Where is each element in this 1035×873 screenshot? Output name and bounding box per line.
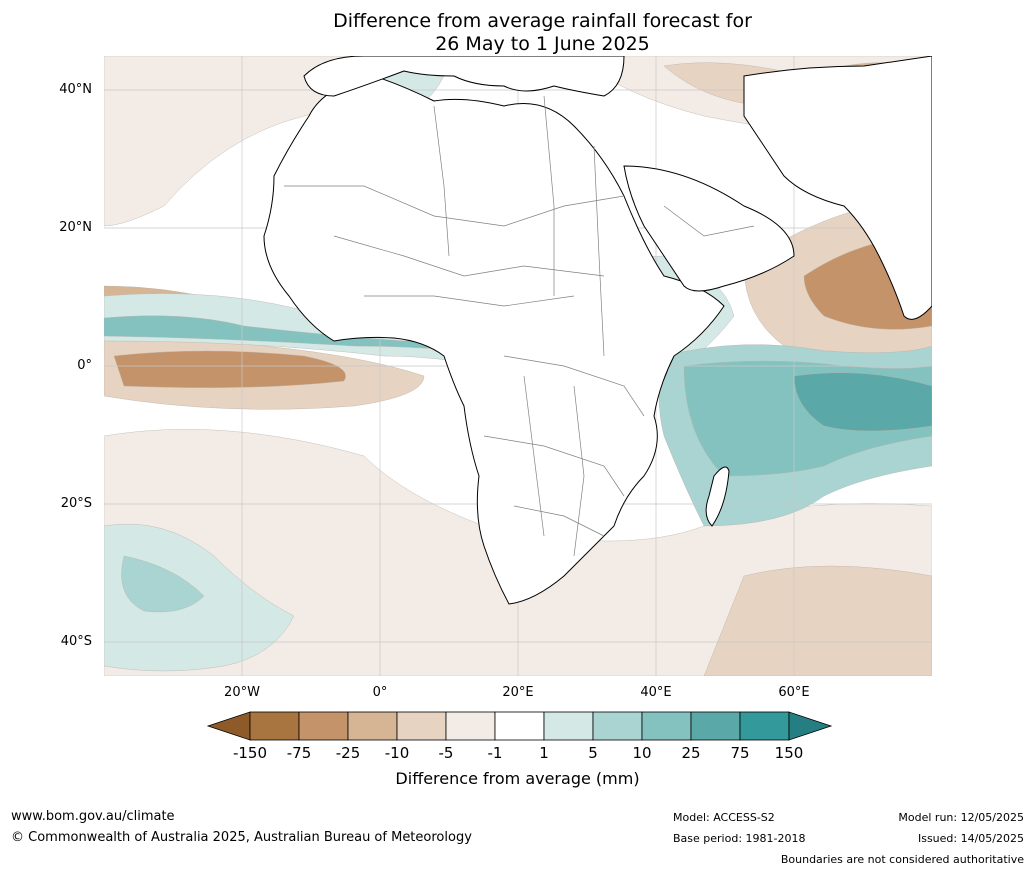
colorbar-tick-label: 25 (681, 744, 701, 762)
colorbar-tick-label: 150 (774, 744, 804, 762)
lat-label-40n: 40°N (59, 82, 92, 97)
arabian-peninsula (623, 165, 795, 292)
lat-label-0: 0° (77, 358, 92, 373)
colorbar-segment (445, 711, 496, 741)
colorbar-segment (690, 711, 741, 741)
colorbar-segment (347, 711, 398, 741)
base-period: Base period: 1981-2018 (673, 832, 806, 845)
colorbar-segment (396, 711, 447, 741)
lat-label-40s: 40°S (60, 634, 92, 649)
africa-landmass (263, 75, 725, 605)
anomaly-indian-ocean-wet-max (793, 372, 932, 432)
colorbar-segment (543, 711, 594, 741)
lon-label-0: 0° (372, 685, 388, 700)
colorbar (206, 711, 833, 741)
lat-label-20s: 20°S (60, 496, 92, 511)
country-borders (284, 95, 755, 557)
colorbar-segment (494, 711, 545, 741)
colorbar-tick-label: -10 (384, 744, 410, 762)
copyright-text: © Commonwealth of Australia 2025, Austra… (11, 830, 472, 845)
colorbar-segment (249, 711, 300, 741)
colorbar-segments (206, 711, 833, 741)
colorbar-tick-label: -25 (335, 744, 361, 762)
colorbar-segment (592, 711, 643, 741)
lon-label-60e: 60°E (778, 685, 810, 700)
colorbar-segment (298, 711, 349, 741)
issued-date: Issued: 14/05/2025 (917, 832, 1024, 845)
colorbar-extend-low (206, 711, 251, 741)
model-run-date: Model run: 12/05/2025 (898, 811, 1024, 824)
iran-india (743, 56, 932, 320)
rainfall-anomaly-map (104, 56, 932, 676)
colorbar-tick-label: -5 (438, 744, 454, 762)
lon-label-20e: 20°E (502, 685, 534, 700)
lat-label-20n: 20°N (59, 220, 92, 235)
coastlines (263, 56, 932, 605)
colorbar-segment (641, 711, 692, 741)
madagascar (705, 466, 730, 527)
map-title-line-1: Difference from average rainfall forecas… (333, 10, 752, 32)
website-link[interactable]: www.bom.gov.au/climate (11, 809, 175, 824)
colorbar-tick-label: -75 (286, 744, 312, 762)
anomaly-southwest-wet-core (121, 555, 205, 613)
colorbar-tick-label: 1 (539, 744, 549, 762)
colorbar-tick-label: 75 (730, 744, 750, 762)
map-title-line-2: 26 May to 1 June 2025 (435, 33, 650, 55)
colorbar-tick-label: 5 (588, 744, 598, 762)
colorbar-label: Difference from average (mm) (395, 769, 640, 788)
colorbar-extend-high (788, 711, 833, 741)
boundaries-disclaimer: Boundaries are not considered authoritat… (780, 853, 1024, 866)
colorbar-tick-label: -1 (487, 744, 503, 762)
model-name: Model: ACCESS-S2 (673, 811, 775, 824)
colorbar-tick-label: 10 (632, 744, 652, 762)
lon-label-40e: 40°E (640, 685, 672, 700)
europe-south (303, 56, 625, 97)
colorbar-segment (739, 711, 790, 741)
lon-label-20w: 20°W (224, 685, 260, 700)
colorbar-tick-label: -150 (232, 744, 268, 762)
anomaly-atlantic-band-brown (113, 350, 346, 388)
